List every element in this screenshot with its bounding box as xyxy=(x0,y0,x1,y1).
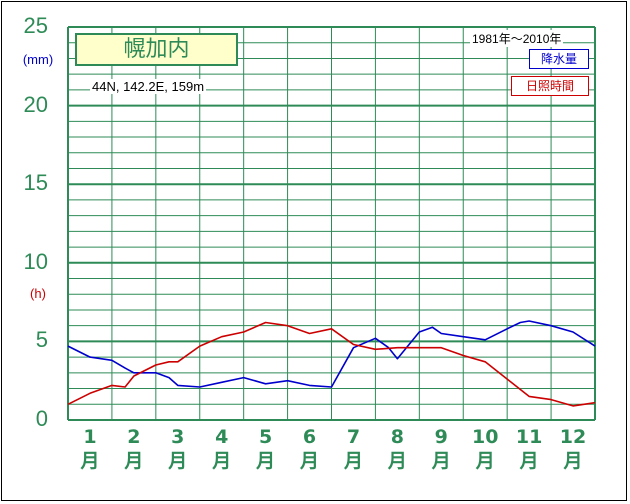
month-kanji: 月 xyxy=(212,450,232,472)
month-kanji: 月 xyxy=(563,450,583,472)
unit-sunshine: (h) xyxy=(30,286,46,301)
month-kanji: 月 xyxy=(300,450,320,472)
month-kanji: 月 xyxy=(80,450,100,472)
month-kanji: 月 xyxy=(256,450,276,472)
x-tick-label: 10 月 xyxy=(465,425,505,473)
month-number: 8 xyxy=(390,426,404,448)
x-tick-label: 11 月 xyxy=(509,425,549,473)
month-kanji: 月 xyxy=(343,450,363,472)
month-number: 2 xyxy=(127,426,141,448)
month-number: 4 xyxy=(215,426,229,448)
legend-sunshine: 日照時間 xyxy=(511,76,589,96)
month-kanji: 月 xyxy=(387,450,407,472)
month-number: 10 xyxy=(471,426,499,448)
chart-lines xyxy=(67,320,596,407)
month-kanji: 月 xyxy=(519,450,539,472)
period-label: 1981年〜2010年 xyxy=(470,30,564,47)
month-number: 11 xyxy=(515,426,543,448)
month-number: 5 xyxy=(259,426,273,448)
y-tick-label: 0 xyxy=(35,406,48,431)
month-kanji: 月 xyxy=(168,450,188,472)
station-name: 幌加内 xyxy=(75,33,238,66)
month-number: 6 xyxy=(302,426,317,448)
x-tick-label: 12 月 xyxy=(553,425,593,473)
y-tick-label: 15 xyxy=(23,170,48,196)
month-kanji: 月 xyxy=(124,450,144,472)
y-tick-label: 20 xyxy=(23,91,48,117)
series-line-0 xyxy=(67,320,596,388)
station-location: 44N, 142.2E, 159m xyxy=(90,79,207,94)
y-tick-label: 10 xyxy=(23,248,48,274)
month-kanji: 月 xyxy=(431,450,451,472)
series-line-1 xyxy=(67,321,596,407)
month-number: 12 xyxy=(559,426,587,448)
month-number: 3 xyxy=(171,426,185,448)
month-kanji: 月 xyxy=(475,450,495,472)
y-tick-label: 25 xyxy=(23,13,48,38)
month-number: 9 xyxy=(434,426,448,448)
legend-precipitation: 降水量 xyxy=(529,49,589,69)
y-tick-label: 5 xyxy=(35,327,48,353)
month-number: 7 xyxy=(346,426,361,448)
chart-grid xyxy=(67,26,596,421)
unit-precipitation: (mm) xyxy=(22,52,54,67)
month-number: 1 xyxy=(83,426,97,448)
